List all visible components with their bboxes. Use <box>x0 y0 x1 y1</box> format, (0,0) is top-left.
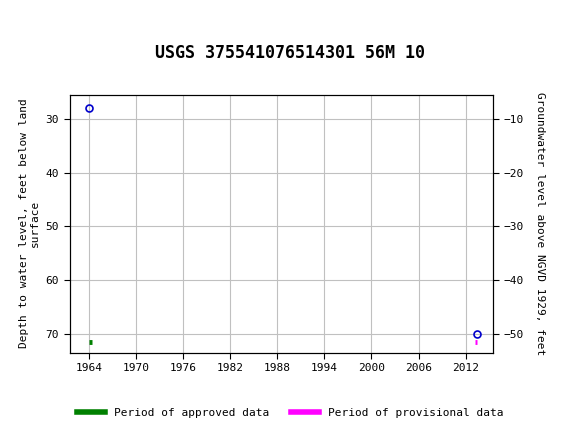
Text: ≣USGS: ≣USGS <box>9 14 85 33</box>
Y-axis label: Groundwater level above NGVD 1929, feet: Groundwater level above NGVD 1929, feet <box>535 92 545 355</box>
Y-axis label: Depth to water level, feet below land
surface: Depth to water level, feet below land su… <box>19 99 40 348</box>
Text: USGS 375541076514301 56M 10: USGS 375541076514301 56M 10 <box>155 44 425 62</box>
Legend: Period of approved data, Period of provisional data: Period of approved data, Period of provi… <box>72 403 508 422</box>
